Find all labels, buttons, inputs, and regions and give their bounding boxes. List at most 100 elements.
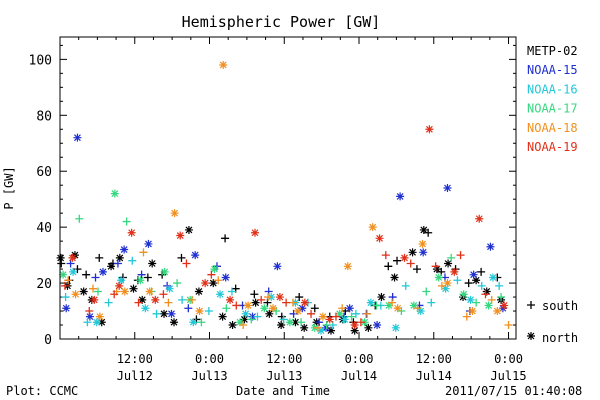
- point-north-noaa-18: [269, 304, 278, 313]
- point-south-noaa-17: [222, 304, 231, 313]
- legend-item-noaa-15: NOAA-15: [527, 63, 578, 77]
- point-south-noaa-18: [214, 276, 223, 285]
- point-south-noaa-17: [422, 287, 431, 296]
- point-north-metp-02: [251, 298, 260, 307]
- point-north-metp-02: [390, 273, 399, 282]
- point-south-noaa-18: [188, 295, 197, 304]
- point-north-noaa-15: [144, 239, 153, 248]
- point-north-noaa-15: [443, 184, 452, 192]
- point-north-noaa-16: [340, 315, 349, 324]
- x-tick-time: 0:00: [494, 352, 523, 366]
- point-north-noaa-19: [475, 214, 484, 223]
- legend-marker-label-north: north: [542, 331, 578, 345]
- point-north-noaa-17: [335, 309, 344, 318]
- point-north-noaa-17: [59, 270, 68, 279]
- point-south-noaa-17: [122, 217, 131, 226]
- y-tick-label: 60: [36, 165, 52, 180]
- point-south-metp-02: [73, 265, 82, 274]
- point-north-noaa-19: [151, 295, 160, 304]
- point-north-metp-02: [56, 253, 65, 262]
- x-tick-date: Jul15: [490, 369, 526, 383]
- point-north-noaa-18: [468, 307, 477, 316]
- point-south-noaa-15: [315, 318, 324, 327]
- x-tick-date: Jul13: [266, 369, 302, 383]
- plot-frame: [59, 36, 517, 340]
- point-north-noaa-18: [219, 60, 228, 69]
- point-south-noaa-16: [152, 309, 161, 318]
- y-tick-label: 0: [44, 333, 52, 348]
- point-north-noaa-16: [189, 318, 198, 327]
- point-south-noaa-19: [85, 307, 94, 316]
- point-south-noaa-19: [481, 290, 490, 299]
- point-north-metp-02: [209, 279, 218, 288]
- point-south-metp-02: [57, 259, 66, 268]
- point-north-metp-02: [482, 287, 491, 296]
- point-south-noaa-16: [61, 293, 70, 302]
- point-south-noaa-18: [288, 298, 297, 307]
- point-south-noaa-17: [472, 298, 481, 307]
- point-south-noaa-18: [413, 304, 422, 313]
- point-south-noaa-19: [381, 251, 390, 260]
- point-south-noaa-19: [182, 259, 191, 268]
- point-north-noaa-18: [418, 239, 427, 248]
- point-north-noaa-18: [244, 301, 253, 310]
- y-tick-label: 40: [36, 221, 52, 236]
- point-north-metp-02: [291, 318, 300, 327]
- point-north-noaa-15: [298, 304, 307, 313]
- x-tick-time: 0:00: [195, 352, 224, 366]
- point-north-metp-02: [148, 259, 157, 268]
- legend-item-noaa-16: NOAA-16: [527, 82, 578, 96]
- point-south-noaa-18: [388, 298, 397, 307]
- point-south-noaa-19: [159, 290, 168, 299]
- point-south-noaa-18: [504, 321, 513, 330]
- legend-item-noaa-17: NOAA-17: [527, 102, 578, 116]
- point-north-noaa-16: [216, 290, 225, 299]
- legend-item-metp-02: METP-02: [527, 44, 578, 58]
- point-south-noaa-16: [227, 287, 236, 296]
- plot-timestamp: 2011/07/15 01:40:08: [445, 384, 582, 398]
- point-north-noaa-15: [469, 270, 478, 279]
- point-north-noaa-17: [434, 273, 443, 282]
- point-south-noaa-15: [289, 309, 298, 318]
- x-tick-date: Jul14: [341, 369, 377, 383]
- point-north-noaa-19: [68, 253, 77, 262]
- point-south-noaa-18: [164, 298, 173, 307]
- point-south-noaa-18: [487, 295, 496, 304]
- point-north-metp-02: [419, 225, 428, 234]
- point-south-metp-02: [143, 273, 152, 282]
- point-south-noaa-18: [64, 276, 73, 285]
- point-south-noaa-19: [431, 262, 440, 271]
- x-tick-date: Jul14: [416, 369, 452, 383]
- chart-title: Hemispheric Power [GW]: [182, 13, 381, 31]
- point-north-noaa-16: [165, 284, 174, 293]
- point-south-metp-02: [221, 234, 230, 243]
- point-north-noaa-19: [275, 293, 284, 302]
- point-north-noaa-17: [136, 276, 145, 285]
- point-north-noaa-19: [115, 281, 124, 290]
- point-north-noaa-19: [450, 267, 459, 276]
- point-north-metp-02: [138, 295, 147, 304]
- point-north-noaa-17: [210, 265, 219, 274]
- point-north-noaa-15: [273, 262, 282, 271]
- point-north-noaa-17: [236, 318, 245, 327]
- point-north-metp-02: [300, 323, 309, 332]
- point-south-noaa-16: [104, 298, 113, 307]
- point-south-noaa-19: [406, 259, 415, 268]
- point-north-noaa-18: [318, 312, 327, 321]
- point-north-metp-02: [194, 287, 203, 296]
- point-south-metp-02: [477, 267, 486, 276]
- point-north-noaa-16: [117, 276, 126, 285]
- point-north-noaa-16: [441, 284, 450, 293]
- x-tick-time: 12:00: [117, 352, 153, 366]
- legend-item-noaa-19: NOAA-19: [527, 140, 578, 154]
- point-north-noaa-15: [191, 251, 200, 260]
- point-north-noaa-15: [120, 245, 129, 254]
- point-north-noaa-19: [127, 228, 136, 237]
- point-north-metp-02: [326, 326, 335, 335]
- point-south-noaa-17: [297, 318, 306, 327]
- point-south-noaa-16: [453, 276, 462, 285]
- point-north-metp-02: [218, 312, 227, 321]
- point-south-noaa-17: [247, 315, 256, 324]
- point-north-noaa-15: [73, 133, 82, 142]
- x-axis-label: Date and Time: [236, 384, 330, 398]
